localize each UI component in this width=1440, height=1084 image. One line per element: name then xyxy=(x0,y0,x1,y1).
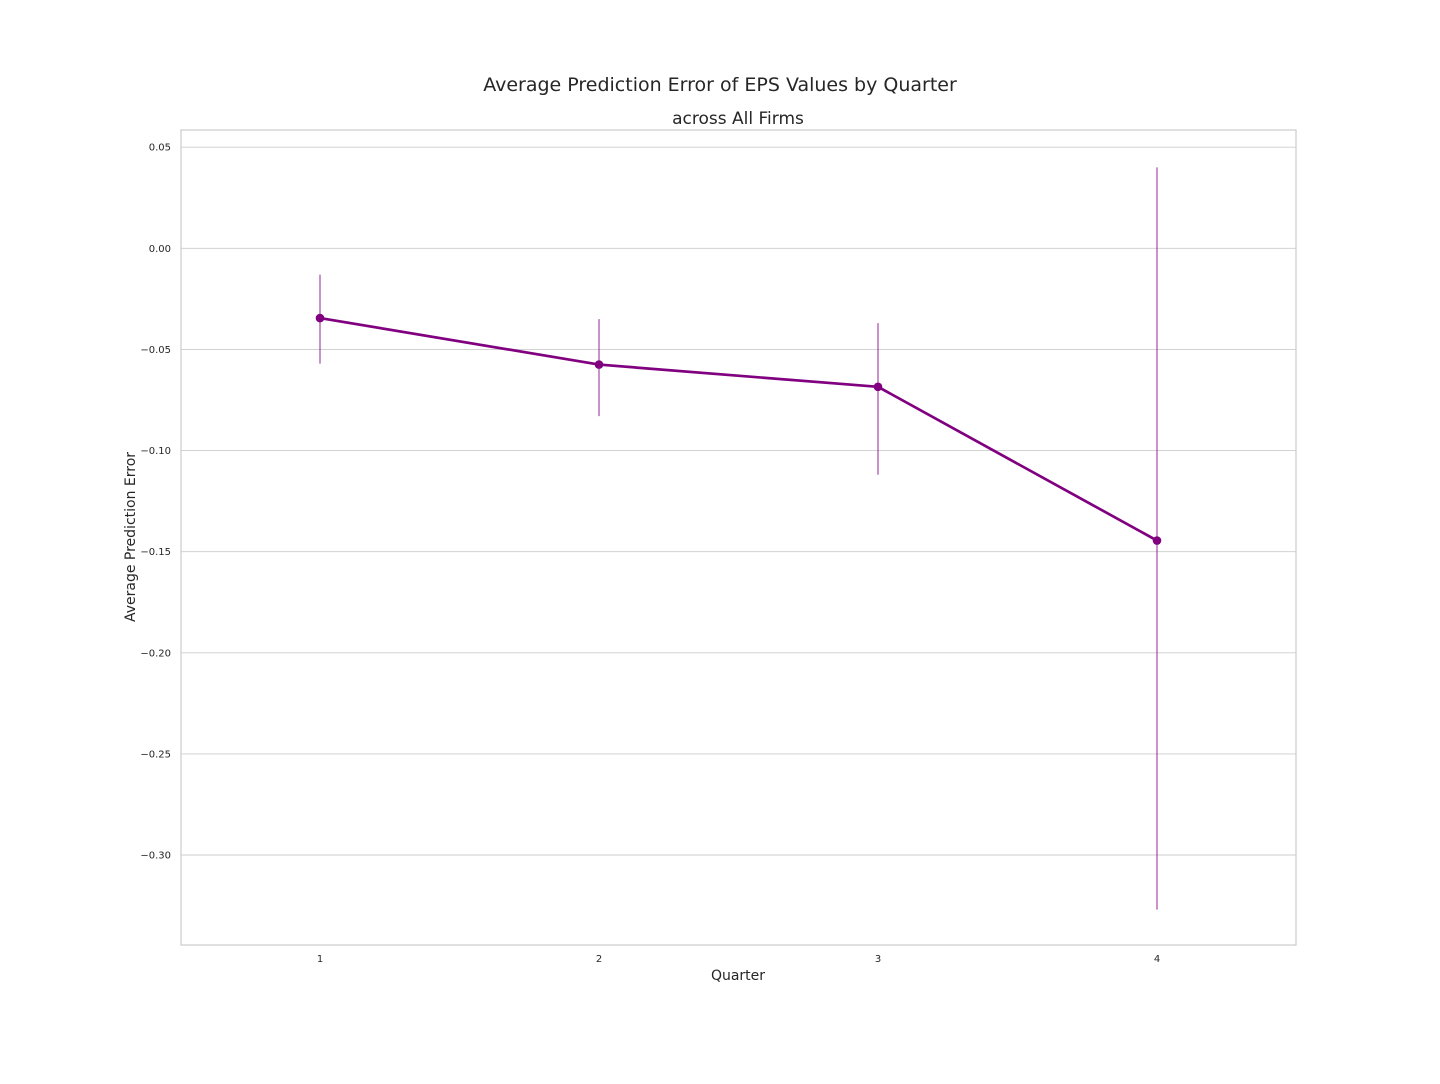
y-gridlines xyxy=(181,146,1296,856)
y-tick-label: −0.20 xyxy=(140,648,171,659)
series-line xyxy=(319,316,1158,542)
y-tick-label: −0.05 xyxy=(140,345,171,356)
data-point xyxy=(594,360,604,369)
y-tick-label: 0.05 xyxy=(149,143,171,154)
data-point xyxy=(1152,536,1162,545)
chart-title: Average Prediction Error of EPS Values b… xyxy=(483,74,957,96)
y-tick-label: −0.10 xyxy=(140,446,171,457)
plot-frame xyxy=(180,129,1297,946)
error-bars xyxy=(319,167,1158,910)
y-tick-labels: 0.05 0.00 −0.05 −0.10 −0.15 −0.20 −0.25 −0.30 xyxy=(140,143,171,862)
x-tick-label: 3 xyxy=(875,954,881,965)
data-point xyxy=(315,313,325,323)
y-axis-label: Average Prediction Error xyxy=(123,452,139,622)
chart-subtitle: across All Firms xyxy=(672,109,804,129)
x-tick-label: 1 xyxy=(317,954,323,965)
y-tick-label: −0.25 xyxy=(140,749,171,760)
x-tick-label: 4 xyxy=(1154,954,1160,965)
data-point xyxy=(873,382,883,392)
y-tick-label: −0.30 xyxy=(140,851,171,862)
y-tick-label: 0.00 xyxy=(149,244,171,255)
x-tick-labels: 1 2 3 4 xyxy=(317,954,1160,965)
x-axis-label: Quarter xyxy=(711,968,765,984)
series-lines xyxy=(319,316,1158,542)
x-tick-label: 2 xyxy=(596,954,602,965)
y-tick-label: −0.15 xyxy=(140,547,171,558)
series-points xyxy=(315,313,1162,545)
